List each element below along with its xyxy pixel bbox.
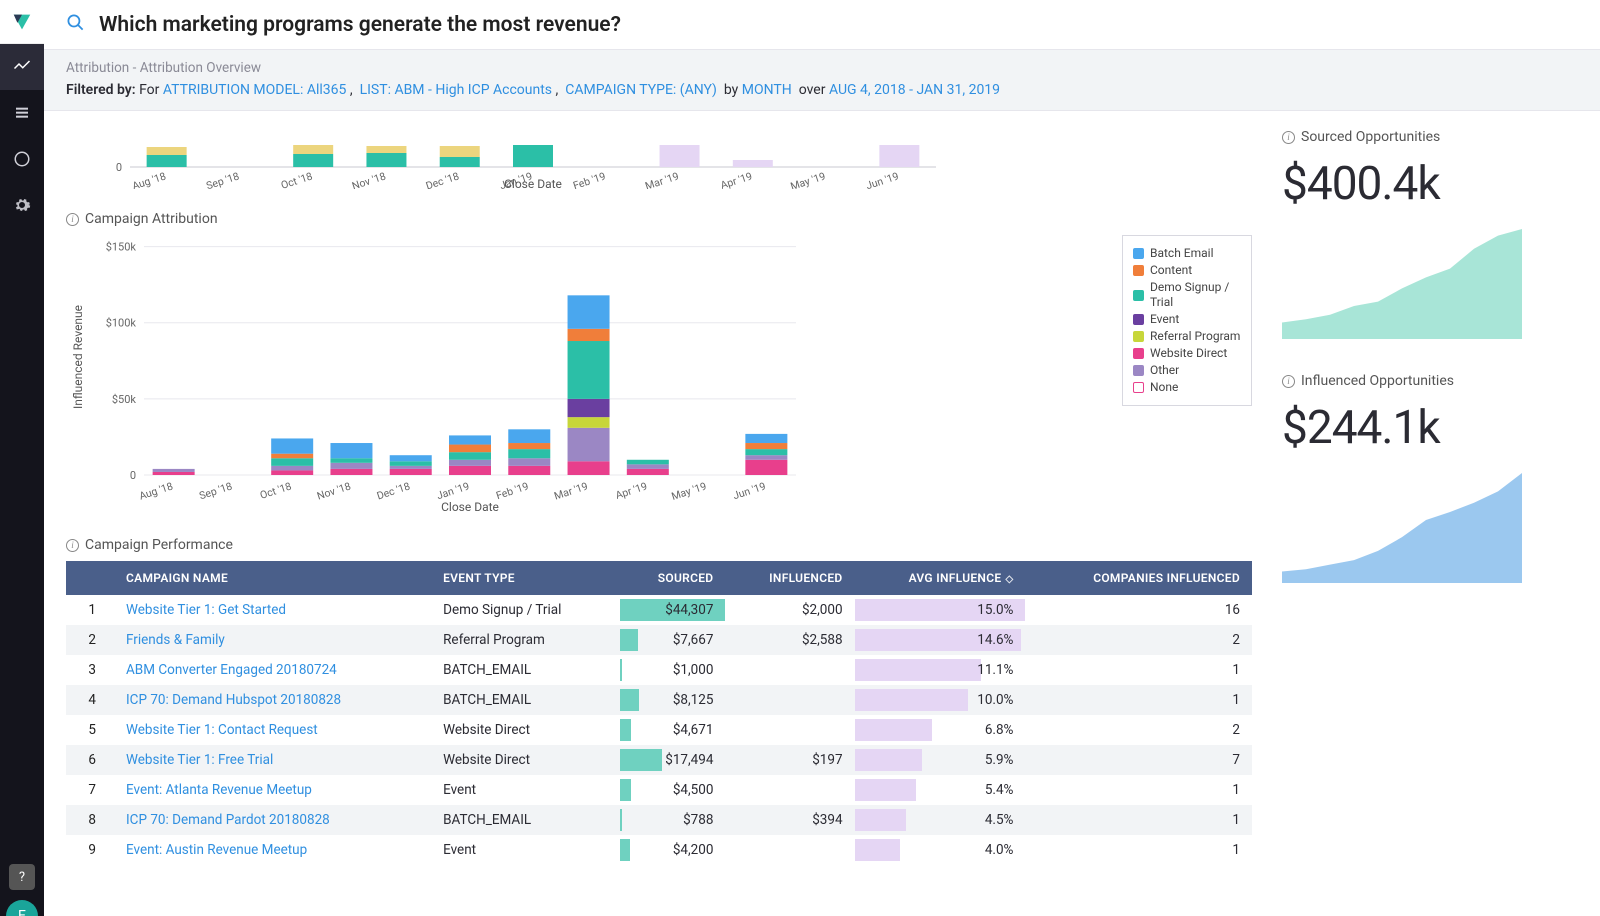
- info-icon[interactable]: i: [66, 539, 79, 552]
- table-header[interactable]: EVENT TYPE: [431, 561, 620, 595]
- campaign-link[interactable]: Website Tier 1: Free Trial: [114, 745, 431, 775]
- legend-item[interactable]: Content: [1133, 263, 1241, 278]
- info-icon[interactable]: i: [1282, 131, 1295, 144]
- svg-text:$100k: $100k: [106, 317, 137, 330]
- nav-gear-icon[interactable]: [0, 182, 44, 228]
- table-header[interactable]: COMPANIES INFLUENCED: [1025, 561, 1252, 595]
- svg-text:Sep '18: Sep '18: [205, 169, 241, 189]
- nav-analytics-icon[interactable]: [0, 44, 44, 90]
- campaign-performance-title: i Campaign Performance: [66, 537, 1252, 553]
- svg-text:Nov '18: Nov '18: [315, 479, 352, 502]
- table-row[interactable]: 4 ICP 70: Demand Hubspot 20180828 BATCH_…: [66, 685, 1252, 715]
- table-header[interactable]: CAMPAIGN NAME: [114, 561, 431, 595]
- logo[interactable]: [0, 0, 44, 44]
- svg-text:Close Date: Close Date: [504, 177, 562, 189]
- campaign-link[interactable]: Website Tier 1: Contact Request: [114, 715, 431, 745]
- campaign-link[interactable]: Event: Austin Revenue Meetup: [114, 835, 431, 865]
- filter-campaign-type[interactable]: CAMPAIGN TYPE: (ANY): [565, 82, 717, 98]
- table-header[interactable]: INFLUENCED: [725, 561, 854, 595]
- svg-text:0: 0: [130, 469, 136, 482]
- svg-text:Apr '19: Apr '19: [719, 169, 754, 189]
- legend-item[interactable]: None: [1133, 380, 1241, 395]
- filter-range[interactable]: AUG 4, 2018 - JAN 31, 2019: [829, 82, 1000, 98]
- kpi-sourced-value: $400.4k: [1282, 157, 1582, 211]
- campaign-link[interactable]: ICP 70: Demand Hubspot 20180828: [114, 685, 431, 715]
- filter-bar: Attribution - Attribution Overview Filte…: [44, 50, 1600, 111]
- svg-text:Dec '18: Dec '18: [424, 169, 461, 189]
- filter-granularity[interactable]: MONTH: [742, 82, 792, 98]
- filter-list[interactable]: LIST: ABM - High ICP Accounts: [360, 82, 552, 98]
- table-row[interactable]: 8 ICP 70: Demand Pardot 20180828 BATCH_E…: [66, 805, 1252, 835]
- svg-text:Aug '18: Aug '18: [131, 169, 168, 189]
- svg-text:Influenced Revenue: Influenced Revenue: [71, 305, 85, 409]
- table-row[interactable]: 9 Event: Austin Revenue Meetup Event $4,…: [66, 835, 1252, 865]
- svg-text:May '19: May '19: [789, 169, 827, 189]
- svg-text:Apr '19: Apr '19: [614, 479, 649, 501]
- sidebar: ? E: [0, 0, 44, 916]
- filtered-by-label: Filtered by:: [66, 82, 136, 98]
- table-header[interactable]: SOURCED: [620, 561, 726, 595]
- table-row[interactable]: 5 Website Tier 1: Contact Request Websit…: [66, 715, 1252, 745]
- avatar[interactable]: E: [6, 900, 38, 916]
- svg-text:Dec '18: Dec '18: [375, 479, 412, 502]
- svg-text:$50k: $50k: [112, 393, 137, 406]
- svg-text:Oct '18: Oct '18: [279, 169, 314, 189]
- campaign-attribution-title: i Campaign Attribution: [66, 211, 1252, 227]
- campaign-link[interactable]: ICP 70: Demand Pardot 20180828: [114, 805, 431, 835]
- nav-list-icon[interactable]: [0, 90, 44, 136]
- sparkline-influenced: [1282, 473, 1582, 583]
- svg-text:Feb '19: Feb '19: [494, 479, 530, 502]
- kpi-influenced-value: $244.1k: [1282, 401, 1582, 455]
- breadcrumb: Attribution - Attribution Overview: [66, 60, 1578, 76]
- legend: Batch Email Content Demo Signup / Trial Eve…: [1122, 235, 1252, 406]
- table-row[interactable]: 2 Friends & Family Referral Program $7,6…: [66, 625, 1252, 655]
- topbar: Which marketing programs generate the mo…: [44, 0, 1600, 50]
- info-icon[interactable]: i: [66, 213, 79, 226]
- campaign-link[interactable]: Website Tier 1: Get Started: [114, 595, 431, 625]
- chart-campaign-attribution: 0 $50k $100k $150k Aug '18 Sep '18 Oct '18 Nov …: [66, 235, 1252, 519]
- legend-item[interactable]: Website Direct: [1133, 346, 1241, 361]
- svg-text:Mar '19: Mar '19: [643, 169, 680, 189]
- filter-model[interactable]: ATTRIBUTION MODEL: All365: [163, 82, 347, 98]
- search-icon[interactable]: [66, 13, 85, 36]
- page-title: Which marketing programs generate the mo…: [99, 13, 621, 37]
- help-icon[interactable]: ?: [9, 864, 35, 890]
- svg-text:Oct '18: Oct '18: [258, 479, 293, 501]
- nav-circle-icon[interactable]: [0, 136, 44, 182]
- svg-text:Jun '19: Jun '19: [864, 169, 900, 189]
- table-row[interactable]: 1 Website Tier 1: Get Started Demo Signu…: [66, 595, 1252, 625]
- svg-text:Jun '19: Jun '19: [731, 479, 767, 502]
- table-row[interactable]: 6 Website Tier 1: Free Trial Website Dir…: [66, 745, 1252, 775]
- svg-text:0: 0: [116, 161, 122, 174]
- table-row[interactable]: 3 ABM Converter Engaged 20180724 BATCH_E…: [66, 655, 1252, 685]
- legend-item[interactable]: Other: [1133, 363, 1241, 378]
- svg-text:Feb '19: Feb '19: [571, 169, 607, 189]
- svg-text:Nov '18: Nov '18: [350, 169, 387, 189]
- campaign-link[interactable]: Event: Atlanta Revenue Meetup: [114, 775, 431, 805]
- kpi-sourced: iSourced Opportunities $400.4k: [1282, 129, 1582, 339]
- campaign-link[interactable]: Friends & Family: [114, 625, 431, 655]
- info-icon[interactable]: i: [1282, 375, 1295, 388]
- chart-top: 0Aug '18Sep '18Oct '18Nov '18Dec '18Jan …: [66, 119, 1252, 193]
- svg-text:Sep '18: Sep '18: [198, 479, 234, 502]
- campaign-performance-table: CAMPAIGN NAMEEVENT TYPESOURCEDINFLUENCED…: [66, 561, 1252, 865]
- svg-text:May '19: May '19: [670, 479, 708, 503]
- kpi-influenced: iInfluenced Opportunities $244.1k: [1282, 373, 1582, 583]
- campaign-link[interactable]: ABM Converter Engaged 20180724: [114, 655, 431, 685]
- sparkline-sourced: [1282, 229, 1582, 339]
- svg-text:Mar '19: Mar '19: [552, 479, 589, 502]
- svg-text:$150k: $150k: [106, 241, 137, 254]
- table-row[interactable]: 7 Event: Atlanta Revenue Meetup Event $4…: [66, 775, 1252, 805]
- table-header[interactable]: AVG INFLUENCE◇: [855, 561, 1026, 595]
- legend-item[interactable]: Batch Email: [1133, 246, 1241, 261]
- legend-item[interactable]: Demo Signup / Trial: [1133, 280, 1241, 310]
- legend-item[interactable]: Event: [1133, 312, 1241, 327]
- legend-item[interactable]: Referral Program: [1133, 329, 1241, 344]
- svg-text:Aug '18: Aug '18: [138, 479, 175, 502]
- svg-text:Close Date: Close Date: [441, 500, 499, 514]
- svg-text:Jan '19: Jan '19: [435, 479, 471, 502]
